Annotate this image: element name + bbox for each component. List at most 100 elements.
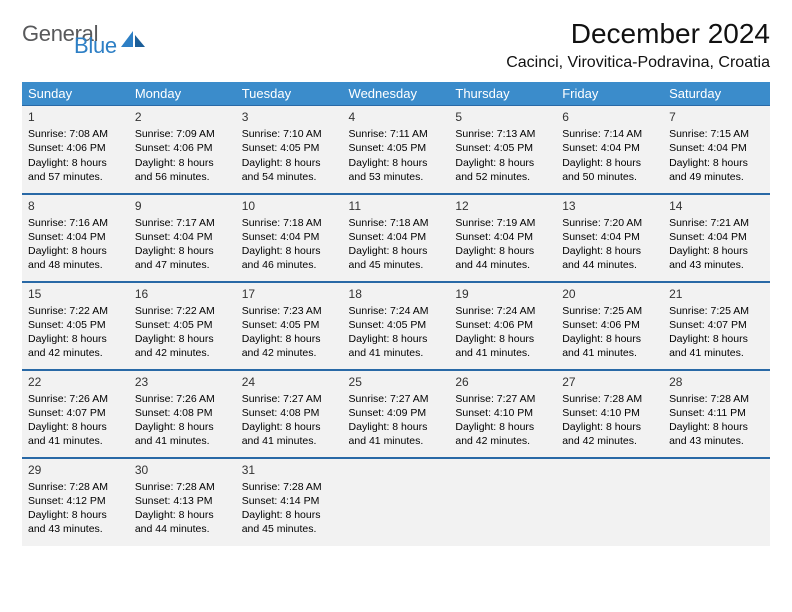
daylight-line-2: and 42 minutes. [28,346,123,360]
daylight-line-1: Daylight: 8 hours [455,332,550,346]
daylight-line-1: Daylight: 8 hours [242,332,337,346]
logo: General Blue [22,24,147,56]
sunrise-line: Sunrise: 7:28 AM [669,392,764,406]
calendar-day-cell: 7Sunrise: 7:15 AMSunset: 4:04 PMDaylight… [663,106,770,194]
daylight-line-1: Daylight: 8 hours [242,420,337,434]
daylight-line-2: and 46 minutes. [242,258,337,272]
sunset-line: Sunset: 4:12 PM [28,494,123,508]
day-header: Friday [556,82,663,106]
sunset-line: Sunset: 4:10 PM [455,406,550,420]
title-block: December 2024 Cacinci, Virovitica-Podrav… [506,18,770,72]
day-number: 28 [669,374,764,390]
calendar-empty-cell [556,458,663,546]
daylight-line-2: and 45 minutes. [349,258,444,272]
daylight-line-2: and 52 minutes. [455,170,550,184]
calendar-day-cell: 6Sunrise: 7:14 AMSunset: 4:04 PMDaylight… [556,106,663,194]
daylight-line-2: and 41 minutes. [562,346,657,360]
calendar-day-cell: 22Sunrise: 7:26 AMSunset: 4:07 PMDayligh… [22,370,129,458]
day-number: 29 [28,462,123,478]
calendar-day-cell: 28Sunrise: 7:28 AMSunset: 4:11 PMDayligh… [663,370,770,458]
daylight-line-2: and 41 minutes. [242,434,337,448]
logo-word-blue: Blue [74,36,117,56]
day-header: Saturday [663,82,770,106]
sunrise-line: Sunrise: 7:24 AM [455,304,550,318]
daylight-line-1: Daylight: 8 hours [135,508,230,522]
daylight-line-2: and 47 minutes. [135,258,230,272]
sunset-line: Sunset: 4:14 PM [242,494,337,508]
daylight-line-2: and 41 minutes. [28,434,123,448]
sunset-line: Sunset: 4:04 PM [669,230,764,244]
daylight-line-1: Daylight: 8 hours [669,332,764,346]
daylight-line-2: and 57 minutes. [28,170,123,184]
sunrise-line: Sunrise: 7:22 AM [28,304,123,318]
daylight-line-2: and 43 minutes. [669,258,764,272]
month-title: December 2024 [506,18,770,50]
calendar-week-row: 8Sunrise: 7:16 AMSunset: 4:04 PMDaylight… [22,194,770,282]
calendar-day-cell: 9Sunrise: 7:17 AMSunset: 4:04 PMDaylight… [129,194,236,282]
calendar-day-cell: 18Sunrise: 7:24 AMSunset: 4:05 PMDayligh… [343,282,450,370]
daylight-line-2: and 44 minutes. [455,258,550,272]
daylight-line-2: and 54 minutes. [242,170,337,184]
daylight-line-2: and 44 minutes. [135,522,230,536]
calendar-day-cell: 31Sunrise: 7:28 AMSunset: 4:14 PMDayligh… [236,458,343,546]
sunset-line: Sunset: 4:05 PM [28,318,123,332]
sunrise-line: Sunrise: 7:23 AM [242,304,337,318]
daylight-line-2: and 45 minutes. [242,522,337,536]
day-number: 5 [455,109,550,125]
sunset-line: Sunset: 4:04 PM [669,141,764,155]
sunset-line: Sunset: 4:04 PM [28,230,123,244]
sunrise-line: Sunrise: 7:13 AM [455,127,550,141]
day-header: Sunday [22,82,129,106]
day-number: 1 [28,109,123,125]
calendar-table: SundayMondayTuesdayWednesdayThursdayFrid… [22,82,770,546]
sunset-line: Sunset: 4:04 PM [562,141,657,155]
day-number: 11 [349,198,444,214]
sunset-line: Sunset: 4:06 PM [135,141,230,155]
sunset-line: Sunset: 4:06 PM [28,141,123,155]
sunset-line: Sunset: 4:08 PM [135,406,230,420]
day-number: 2 [135,109,230,125]
sunrise-line: Sunrise: 7:27 AM [455,392,550,406]
sunset-line: Sunset: 4:08 PM [242,406,337,420]
sunset-line: Sunset: 4:05 PM [455,141,550,155]
calendar-day-cell: 25Sunrise: 7:27 AMSunset: 4:09 PMDayligh… [343,370,450,458]
calendar-day-cell: 21Sunrise: 7:25 AMSunset: 4:07 PMDayligh… [663,282,770,370]
sunset-line: Sunset: 4:07 PM [669,318,764,332]
sunrise-line: Sunrise: 7:17 AM [135,216,230,230]
day-number: 18 [349,286,444,302]
sunset-line: Sunset: 4:04 PM [349,230,444,244]
day-header: Tuesday [236,82,343,106]
day-number: 14 [669,198,764,214]
location-text: Cacinci, Virovitica-Podravina, Croatia [506,54,770,72]
calendar-day-cell: 14Sunrise: 7:21 AMSunset: 4:04 PMDayligh… [663,194,770,282]
day-number: 31 [242,462,337,478]
day-number: 19 [455,286,550,302]
daylight-line-2: and 41 minutes. [669,346,764,360]
daylight-line-1: Daylight: 8 hours [28,156,123,170]
calendar-day-cell: 26Sunrise: 7:27 AMSunset: 4:10 PMDayligh… [449,370,556,458]
daylight-line-2: and 41 minutes. [349,434,444,448]
header: General Blue December 2024 Cacinci, Viro… [22,18,770,72]
day-header: Wednesday [343,82,450,106]
daylight-line-1: Daylight: 8 hours [135,332,230,346]
calendar-day-cell: 13Sunrise: 7:20 AMSunset: 4:04 PMDayligh… [556,194,663,282]
calendar-day-cell: 16Sunrise: 7:22 AMSunset: 4:05 PMDayligh… [129,282,236,370]
daylight-line-1: Daylight: 8 hours [242,156,337,170]
sunrise-line: Sunrise: 7:16 AM [28,216,123,230]
sunset-line: Sunset: 4:06 PM [455,318,550,332]
daylight-line-2: and 41 minutes. [349,346,444,360]
day-number: 20 [562,286,657,302]
sunrise-line: Sunrise: 7:27 AM [349,392,444,406]
sunrise-line: Sunrise: 7:20 AM [562,216,657,230]
day-header-row: SundayMondayTuesdayWednesdayThursdayFrid… [22,82,770,106]
sunset-line: Sunset: 4:09 PM [349,406,444,420]
daylight-line-1: Daylight: 8 hours [135,420,230,434]
sunrise-line: Sunrise: 7:25 AM [562,304,657,318]
daylight-line-1: Daylight: 8 hours [135,244,230,258]
daylight-line-2: and 56 minutes. [135,170,230,184]
calendar-day-cell: 29Sunrise: 7:28 AMSunset: 4:12 PMDayligh… [22,458,129,546]
day-number: 26 [455,374,550,390]
daylight-line-1: Daylight: 8 hours [349,332,444,346]
day-number: 9 [135,198,230,214]
day-number: 16 [135,286,230,302]
